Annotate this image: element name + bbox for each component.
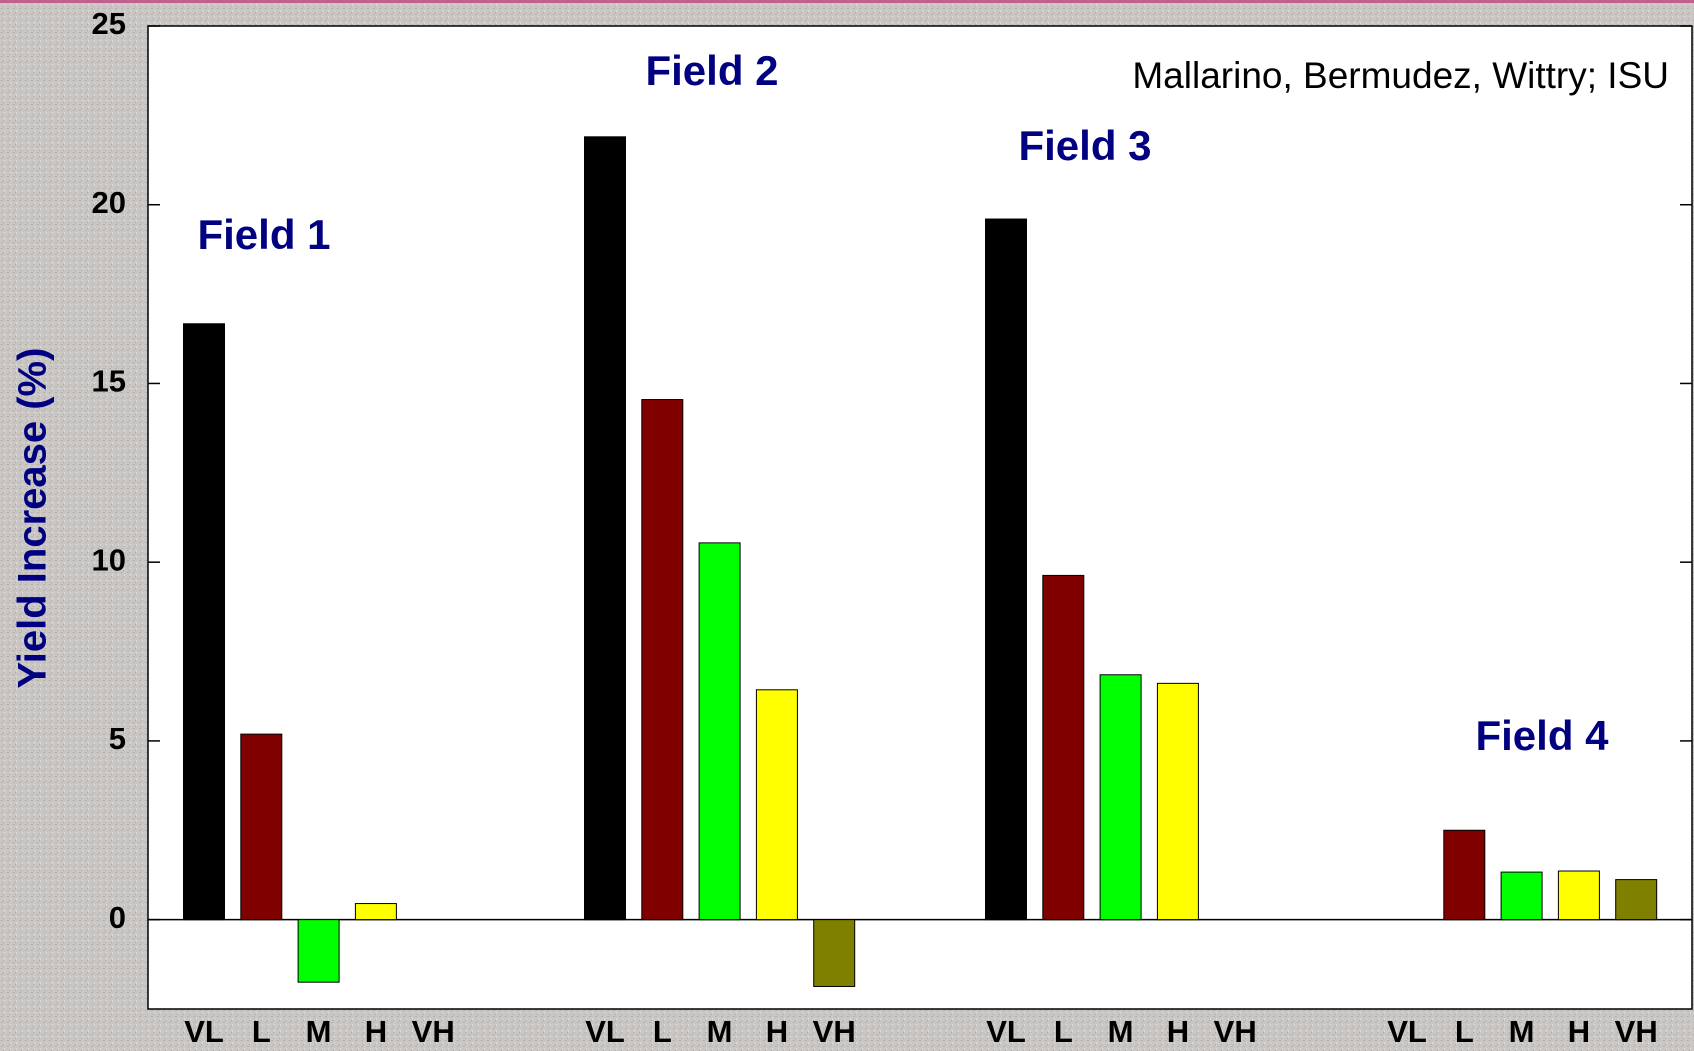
x-tick-label: H [766, 1014, 788, 1049]
source-note: Mallarino, Bermudez, Wittry; ISU [1132, 55, 1669, 96]
x-tick-label: L [1054, 1014, 1073, 1049]
bar [1443, 829, 1486, 921]
bar [1099, 674, 1142, 921]
x-tick-label: VH [412, 1014, 455, 1049]
bar [985, 218, 1027, 921]
bar [1557, 870, 1600, 921]
bar [1500, 871, 1543, 921]
field-label: Field 2 [645, 47, 778, 94]
bar [641, 399, 684, 921]
bar [354, 903, 397, 921]
x-tick-label: H [1568, 1014, 1590, 1049]
x-tick-label: L [653, 1014, 672, 1049]
y-tick-label: 10 [92, 542, 126, 577]
x-tick-label: M [306, 1014, 332, 1049]
bar [1156, 682, 1199, 921]
field-label: Field 4 [1475, 712, 1609, 759]
x-tick-label: H [1167, 1014, 1189, 1049]
x-tick-label: L [1455, 1014, 1474, 1049]
plot-area [147, 25, 1693, 1010]
x-tick-label: VH [1214, 1014, 1257, 1049]
x-tick-label: VH [813, 1014, 856, 1049]
x-tick-label: M [1108, 1014, 1134, 1049]
bar [1042, 574, 1085, 921]
x-tick-label: VH [1615, 1014, 1658, 1049]
bar [813, 919, 856, 987]
y-axis-label: Yield Increase (%) [11, 348, 55, 689]
x-tick-label: L [252, 1014, 271, 1049]
bar [755, 689, 798, 921]
x-tick-label: VL [585, 1014, 625, 1049]
x-tick-label: H [365, 1014, 387, 1049]
bar [183, 323, 225, 921]
field-label: Field 1 [197, 211, 330, 258]
top-rule [0, 0, 1694, 3]
x-tick-label: M [707, 1014, 733, 1049]
y-tick-label: 5 [109, 721, 126, 756]
bar [297, 919, 340, 983]
field-label: Field 3 [1018, 122, 1151, 169]
x-tick-label: VL [184, 1014, 224, 1049]
y-tick-label: 15 [92, 364, 126, 399]
bar [1615, 879, 1658, 921]
bar [584, 136, 626, 921]
x-tick-label: VL [986, 1014, 1026, 1049]
y-tick-label: 20 [92, 185, 126, 220]
x-tick-label: VL [1387, 1014, 1427, 1049]
bar [698, 542, 741, 921]
x-tick-label: M [1509, 1014, 1535, 1049]
bar [240, 733, 283, 921]
y-tick-label: 25 [92, 6, 126, 41]
y-tick-label: 0 [109, 900, 126, 935]
